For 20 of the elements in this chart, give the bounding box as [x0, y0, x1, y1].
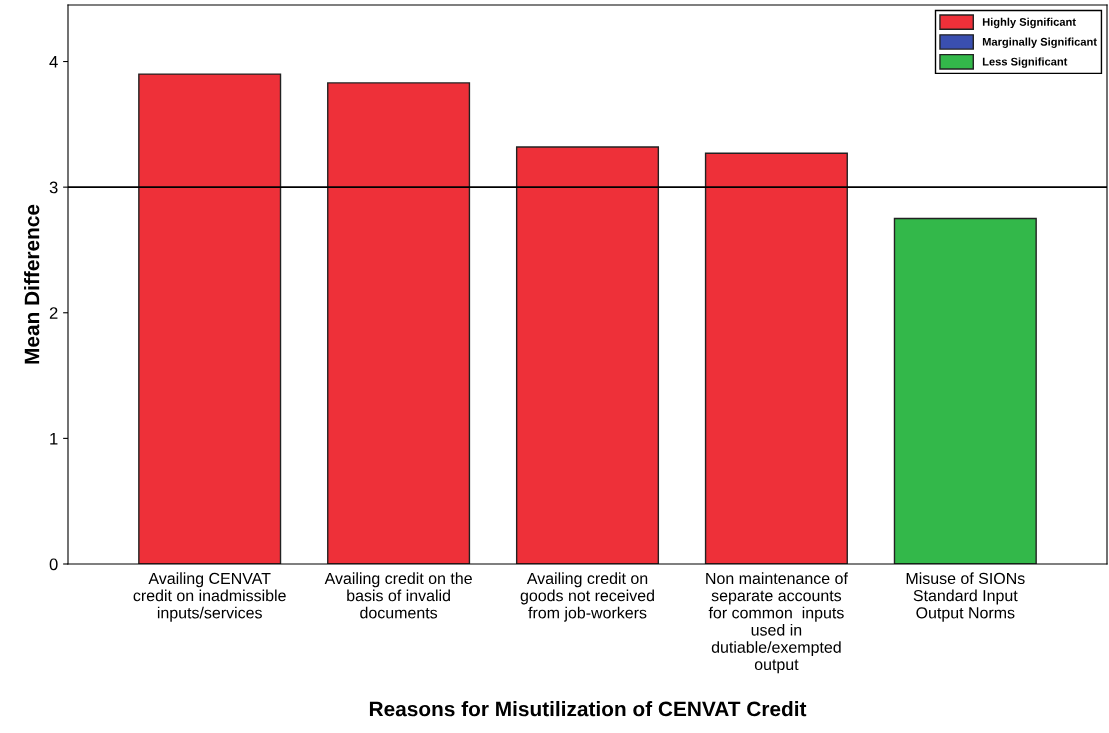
y-axis-title: Mean Difference [24, 204, 40, 364]
y-tick-label: 2 [49, 307, 58, 319]
bar [893, 217, 1037, 564]
x-tick-label: Availing credit on goods not received from job-workers [520, 572, 654, 622]
x-tick-label: Availing credit on the basis of invalid documents [324, 572, 472, 619]
bar [327, 82, 471, 564]
bar [704, 152, 848, 564]
y-tick-label: 1 [50, 432, 58, 445]
legend-label: Marginally Significant [982, 37, 1097, 48]
y-tick-label: 4 [49, 56, 58, 68]
y-tick-label: 0 [49, 558, 58, 571]
x-tick-label: Misuse of SIONs Standard Input Output Norms [906, 572, 1025, 622]
bar [515, 146, 660, 564]
legend-label: Less Significant [982, 57, 1068, 68]
x-tick-label: Non maintenance of separate accounts for common inputs used in dutiable/exempted output [706, 572, 848, 674]
legend-label: Highly Significant [982, 17, 1076, 29]
x-tick-label: Availing CENVAT credit on inadmissible inputs/services [133, 572, 286, 622]
y-tick-label: 3 [49, 181, 58, 194]
bar [138, 73, 282, 564]
x-axis-title: Reasons for Misutilization of CENVAT Credit [369, 701, 807, 717]
